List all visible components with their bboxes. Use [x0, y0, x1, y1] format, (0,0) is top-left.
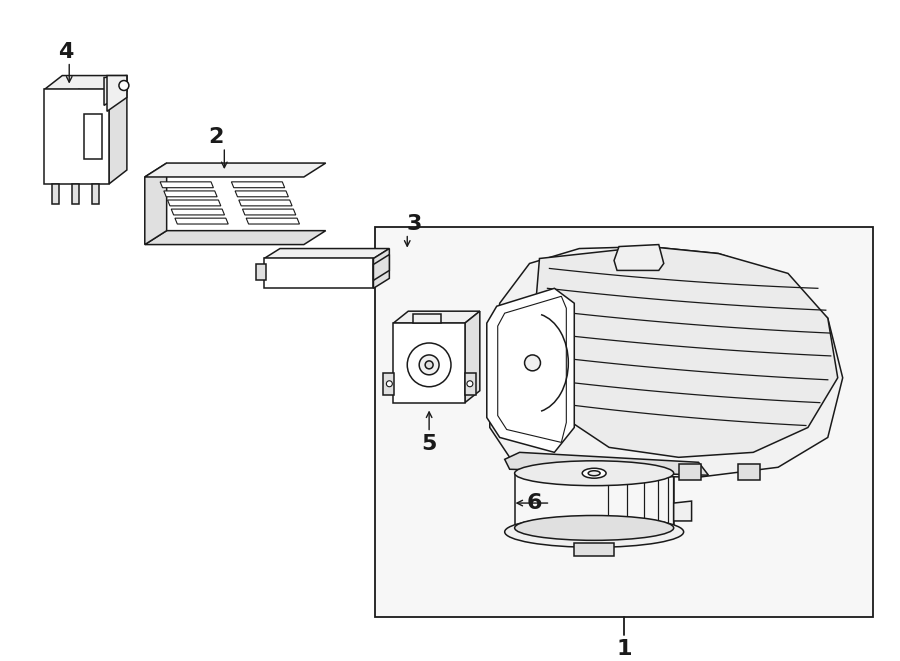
- Ellipse shape: [582, 468, 606, 478]
- Bar: [465, 373, 476, 395]
- Bar: [383, 373, 394, 395]
- Polygon shape: [674, 501, 691, 521]
- Circle shape: [386, 381, 392, 387]
- Polygon shape: [490, 247, 842, 477]
- Polygon shape: [164, 191, 217, 197]
- Polygon shape: [535, 247, 838, 457]
- Polygon shape: [614, 245, 664, 270]
- Circle shape: [419, 355, 439, 375]
- Polygon shape: [160, 182, 213, 188]
- Circle shape: [119, 81, 129, 91]
- Polygon shape: [145, 163, 326, 177]
- Polygon shape: [247, 218, 300, 224]
- Polygon shape: [109, 75, 127, 184]
- Polygon shape: [235, 191, 288, 197]
- Text: 1: 1: [616, 639, 632, 659]
- Ellipse shape: [505, 516, 684, 547]
- Polygon shape: [574, 543, 614, 556]
- Bar: [264, 258, 374, 288]
- Polygon shape: [231, 182, 284, 188]
- Bar: [72, 184, 79, 204]
- Circle shape: [425, 361, 433, 369]
- Polygon shape: [145, 231, 326, 245]
- Polygon shape: [107, 75, 127, 111]
- Polygon shape: [145, 163, 166, 245]
- Circle shape: [467, 381, 472, 387]
- Polygon shape: [167, 200, 220, 206]
- Bar: [375, 227, 872, 617]
- Bar: [413, 314, 441, 323]
- Polygon shape: [544, 464, 566, 480]
- Ellipse shape: [589, 471, 600, 476]
- Bar: [256, 264, 266, 280]
- Text: 2: 2: [209, 127, 224, 147]
- Polygon shape: [465, 311, 480, 403]
- Polygon shape: [393, 311, 480, 323]
- Text: 3: 3: [407, 214, 422, 234]
- Polygon shape: [242, 209, 296, 215]
- Polygon shape: [238, 200, 292, 206]
- Polygon shape: [609, 464, 631, 480]
- Bar: [92, 184, 99, 204]
- Polygon shape: [679, 464, 700, 480]
- Text: 6: 6: [526, 493, 543, 513]
- Bar: [84, 114, 102, 159]
- Bar: [44, 89, 109, 184]
- Bar: [393, 323, 465, 403]
- Ellipse shape: [515, 516, 674, 540]
- Polygon shape: [175, 218, 229, 224]
- Polygon shape: [104, 75, 127, 105]
- Polygon shape: [738, 464, 760, 480]
- Polygon shape: [44, 75, 127, 89]
- Ellipse shape: [515, 461, 674, 486]
- Text: 4: 4: [58, 42, 74, 61]
- Circle shape: [525, 355, 541, 371]
- Polygon shape: [374, 249, 390, 288]
- Bar: [52, 184, 59, 204]
- Polygon shape: [505, 452, 708, 475]
- Polygon shape: [264, 249, 390, 258]
- Text: 5: 5: [421, 434, 436, 454]
- Polygon shape: [487, 288, 574, 452]
- Polygon shape: [374, 254, 390, 280]
- Circle shape: [407, 343, 451, 387]
- Polygon shape: [171, 209, 224, 215]
